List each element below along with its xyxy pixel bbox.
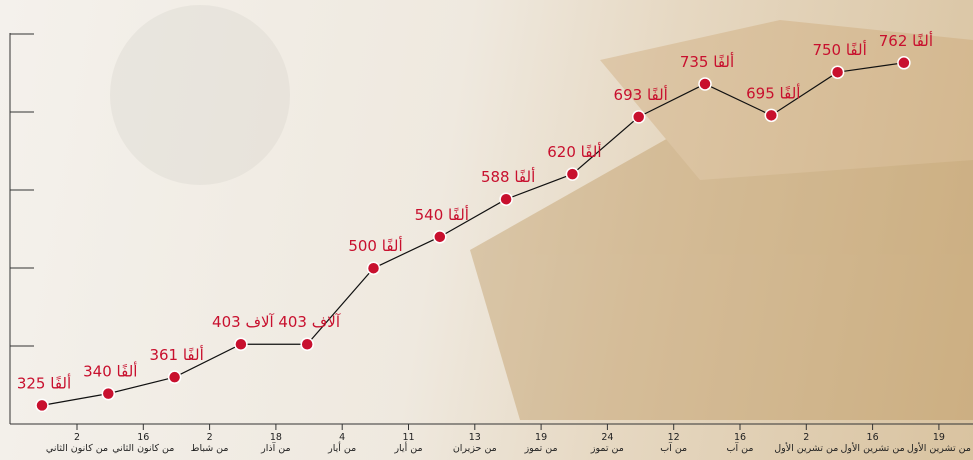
value-label: 620 ألفًا [547, 142, 601, 161]
value-label: 540 ألفًا [415, 205, 469, 224]
value-label: 735 ألفًا [680, 52, 734, 71]
point [699, 78, 711, 90]
value-label: 500 ألفًا [348, 236, 402, 255]
point [898, 57, 910, 69]
chart-area: 325 ألفًا 340 ألفًا 361 ألفًا 403 آلاف403 آ… [0, 0, 973, 460]
point [765, 109, 777, 121]
point [633, 111, 645, 123]
background-shapes [110, 5, 973, 420]
point [368, 262, 380, 274]
point [102, 388, 114, 400]
value-label: 325 ألفًا [17, 373, 71, 392]
value-label: 695 ألفًا [746, 83, 800, 102]
x-tick-label: 19 من تشرين الأول [894, 432, 973, 454]
point [235, 338, 247, 350]
chart: 325 ألفًا 340 ألفًا 361 ألفًا 403 آلاف403 آ… [0, 0, 973, 460]
point [301, 338, 313, 350]
point [169, 371, 181, 383]
value-label: 693 ألفًا [614, 85, 668, 104]
point [832, 66, 844, 78]
value-label: 762 ألفًا [879, 31, 933, 50]
value-label: 340 ألفًا [83, 362, 137, 381]
point [500, 193, 512, 205]
value-label: 403 آلاف [278, 313, 341, 331]
value-label: 588 ألفًا [481, 167, 535, 186]
value-label: 361 ألفًا [149, 345, 203, 364]
point [36, 399, 48, 411]
value-label: 750 ألفًا [812, 40, 866, 59]
value-label: 403 آلاف [212, 313, 275, 331]
point [434, 231, 446, 243]
coin-decoration [110, 5, 290, 185]
point [566, 168, 578, 180]
